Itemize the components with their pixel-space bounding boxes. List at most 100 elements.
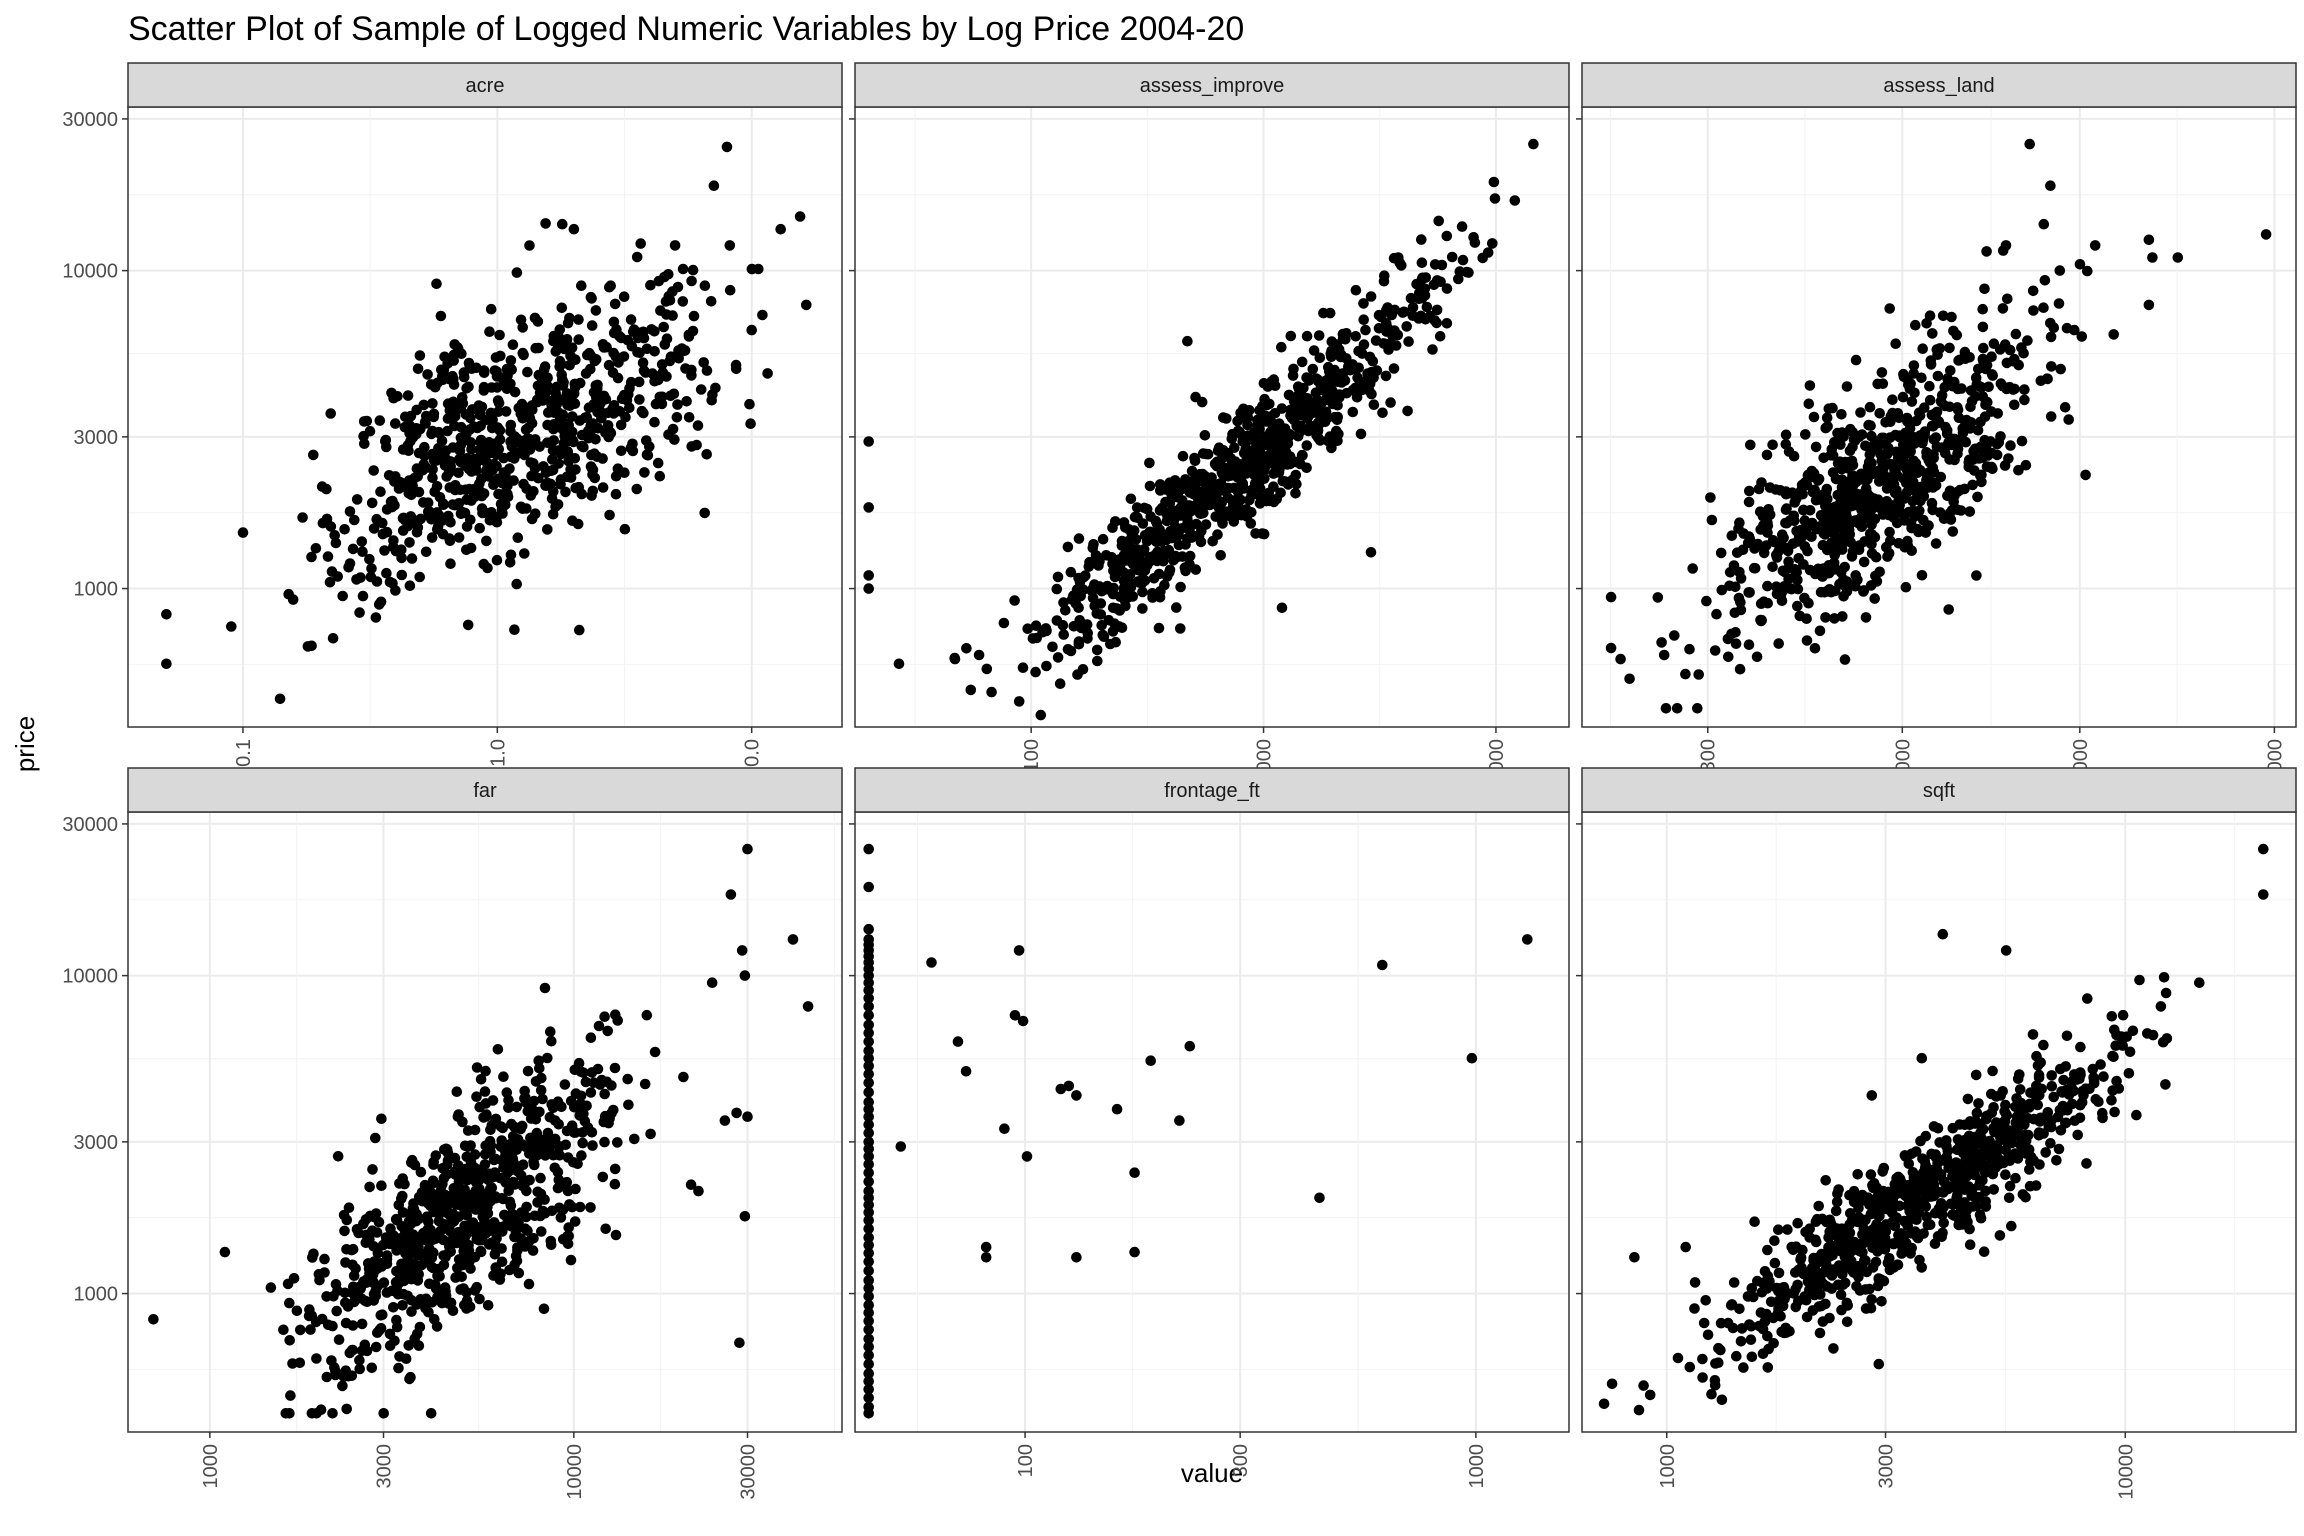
data-point bbox=[597, 453, 608, 464]
data-point bbox=[1226, 433, 1238, 445]
data-point bbox=[639, 467, 650, 478]
data-point bbox=[324, 576, 336, 588]
data-point bbox=[1427, 344, 1438, 355]
data-point bbox=[2010, 1172, 2021, 1184]
data-point bbox=[381, 1253, 393, 1265]
data-point bbox=[540, 218, 551, 229]
data-point bbox=[1972, 491, 1983, 503]
data-point bbox=[453, 1109, 464, 1120]
data-point bbox=[428, 1159, 439, 1170]
data-point bbox=[2082, 993, 2093, 1004]
data-point bbox=[583, 402, 595, 414]
data-point bbox=[412, 363, 424, 375]
data-point bbox=[2142, 1028, 2153, 1039]
data-point bbox=[333, 1334, 345, 1345]
data-point bbox=[1159, 579, 1170, 591]
data-point bbox=[1999, 460, 2011, 471]
data-point bbox=[453, 532, 465, 543]
data-point bbox=[404, 1373, 415, 1385]
data-point bbox=[515, 1123, 526, 1135]
data-point bbox=[1724, 567, 1736, 578]
data-point bbox=[396, 569, 408, 581]
data-point bbox=[1777, 529, 1788, 540]
data-point bbox=[449, 339, 461, 350]
data-point bbox=[364, 425, 376, 437]
data-point bbox=[620, 411, 631, 423]
data-point bbox=[2106, 1095, 2117, 1106]
data-point bbox=[1907, 482, 1918, 494]
data-point bbox=[1908, 1172, 1920, 1183]
data-point bbox=[1821, 586, 1833, 597]
data-point bbox=[1285, 330, 1297, 342]
points bbox=[863, 138, 1539, 721]
data-point bbox=[2063, 414, 2074, 425]
data-point bbox=[641, 1009, 653, 1021]
data-point bbox=[2027, 1029, 2039, 1040]
data-point bbox=[454, 445, 466, 457]
data-point bbox=[1073, 533, 1085, 544]
data-point bbox=[863, 1103, 874, 1115]
data-point bbox=[863, 1052, 874, 1064]
data-point bbox=[863, 1111, 874, 1122]
data-point bbox=[2143, 299, 2155, 311]
data-point bbox=[448, 1183, 460, 1194]
data-point bbox=[282, 1278, 294, 1290]
data-point bbox=[2038, 218, 2050, 230]
data-point bbox=[1221, 413, 1232, 424]
data-point bbox=[1314, 435, 1326, 446]
data-point bbox=[1336, 377, 1347, 388]
data-point bbox=[519, 548, 530, 559]
data-point bbox=[1786, 488, 1797, 499]
data-point bbox=[509, 624, 520, 635]
data-point bbox=[1047, 641, 1058, 653]
data-point bbox=[435, 1185, 447, 1197]
data-point bbox=[608, 400, 620, 411]
data-point bbox=[1734, 663, 1746, 675]
data-point bbox=[505, 426, 516, 437]
points bbox=[148, 843, 814, 1419]
data-point bbox=[1111, 1103, 1123, 1115]
data-point bbox=[427, 398, 438, 409]
data-point bbox=[1347, 406, 1359, 418]
data-point bbox=[226, 621, 237, 632]
data-point bbox=[1684, 1361, 1696, 1373]
data-point bbox=[1950, 1157, 1962, 1168]
data-point bbox=[475, 420, 486, 432]
data-point bbox=[1705, 492, 1716, 503]
data-point bbox=[471, 1062, 483, 1073]
data-point bbox=[504, 1196, 516, 1208]
data-point bbox=[438, 1259, 450, 1271]
data-point bbox=[624, 402, 635, 414]
data-point bbox=[534, 1144, 546, 1156]
data-point bbox=[453, 467, 464, 479]
data-point bbox=[388, 1302, 399, 1313]
data-point bbox=[445, 558, 456, 569]
data-point bbox=[1114, 605, 1125, 616]
data-point bbox=[374, 1324, 385, 1336]
data-point bbox=[658, 321, 669, 333]
data-point bbox=[610, 470, 622, 482]
data-point bbox=[330, 1365, 341, 1377]
data-point bbox=[1753, 483, 1765, 495]
data-point bbox=[1871, 1182, 1883, 1194]
data-point bbox=[762, 368, 773, 379]
data-point bbox=[403, 1340, 415, 1351]
data-point bbox=[1930, 538, 1942, 549]
data-point bbox=[586, 293, 597, 304]
data-point bbox=[1930, 411, 1941, 423]
data-point bbox=[490, 1193, 502, 1204]
data-point bbox=[1171, 602, 1182, 613]
data-point bbox=[1854, 1285, 1866, 1296]
data-point bbox=[1215, 478, 1227, 489]
data-point bbox=[2034, 1116, 2046, 1127]
data-point bbox=[461, 1295, 473, 1306]
data-point bbox=[1852, 1169, 1863, 1180]
data-point bbox=[2010, 328, 2022, 340]
data-point bbox=[355, 572, 366, 583]
data-point bbox=[2019, 394, 2030, 406]
data-point bbox=[161, 609, 172, 620]
data-point bbox=[1783, 556, 1794, 567]
data-point bbox=[1824, 1312, 1835, 1324]
data-point bbox=[863, 502, 874, 513]
data-point bbox=[863, 992, 874, 1004]
